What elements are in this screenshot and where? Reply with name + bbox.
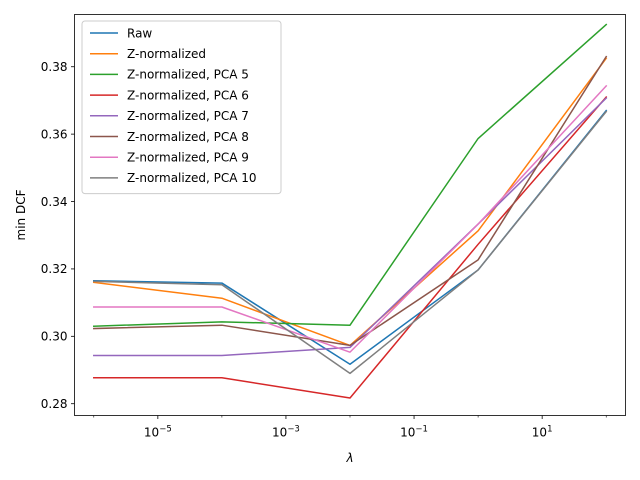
y-tick-label: 0.34 xyxy=(41,195,68,209)
y-tick-label: 0.32 xyxy=(41,262,68,276)
legend-label: Z-normalized, PCA 6 xyxy=(127,88,249,102)
series-line-4 xyxy=(93,96,608,399)
series-line-8 xyxy=(93,110,608,375)
x-axis-ticks: 10−5 10−3 10−1 101 xyxy=(93,415,607,440)
legend-label: Z-normalized, PCA 8 xyxy=(127,130,249,144)
legend-label: Raw xyxy=(127,26,152,40)
legend-label: Z-normalized, PCA 10 xyxy=(127,171,257,185)
legend-label: Z-normalized, PCA 5 xyxy=(127,68,249,82)
y-axis-ticks: 0.28 0.30 0.32 0.34 0.36 0.38 xyxy=(41,60,75,411)
y-axis-label: min DCF xyxy=(14,189,28,240)
legend-label: Z-normalized, PCA 7 xyxy=(127,109,249,123)
series-line-3 xyxy=(93,23,608,327)
legend-label: Z-normalized, PCA 9 xyxy=(127,151,249,165)
legend-box xyxy=(81,20,282,195)
y-tick-label: 0.30 xyxy=(41,330,68,344)
x-tick-label: 101 xyxy=(532,425,553,440)
series-line-5 xyxy=(93,97,608,357)
x-tick-label: 10−3 xyxy=(272,425,300,440)
series-line-7 xyxy=(93,84,608,353)
x-tick-label: 10−5 xyxy=(144,425,172,440)
series-line-6 xyxy=(93,55,608,347)
y-tick-label: 0.28 xyxy=(41,397,68,411)
legend: Raw Z-normalized Z-normalized, PCA 5 Z-norm… xyxy=(81,20,282,195)
y-tick-label: 0.38 xyxy=(41,60,68,74)
legend-label: Z-normalized xyxy=(127,47,206,61)
y-tick-label: 0.36 xyxy=(41,127,68,141)
series-lines xyxy=(92,23,608,399)
x-axis-label: λ xyxy=(345,451,353,465)
x-tick-label: 10−1 xyxy=(400,425,428,440)
